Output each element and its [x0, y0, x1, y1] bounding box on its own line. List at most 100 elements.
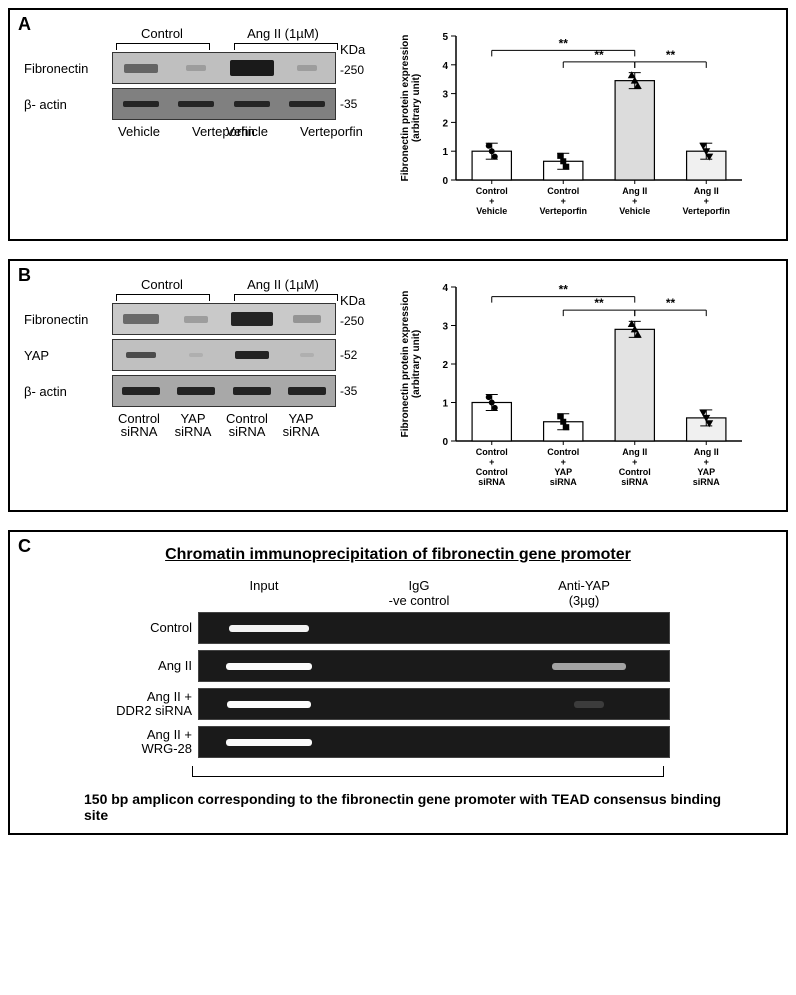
blot-lane	[280, 53, 336, 83]
cond-control: Control	[112, 277, 212, 292]
svg-text:Fibronectin protein expression: Fibronectin protein expression(arbitrary…	[400, 35, 422, 182]
chip-column-header: IgG-ve control	[334, 578, 504, 608]
svg-text:Control+Verteporfin: Control+Verteporfin	[539, 186, 587, 216]
chip-lane	[199, 689, 339, 719]
svg-text:Control+Vehicle: Control+Vehicle	[476, 186, 508, 216]
svg-text:3: 3	[442, 322, 448, 333]
chip-band	[552, 663, 626, 670]
band	[288, 387, 326, 395]
svg-text:2: 2	[442, 360, 448, 371]
kda-value: -35	[340, 384, 384, 398]
bracket	[234, 294, 338, 301]
blot-lane	[169, 53, 225, 83]
kda-value: -35	[340, 97, 384, 111]
lane-label: siRNA	[166, 424, 220, 439]
chip-lane	[339, 651, 509, 681]
kda-value: -250	[340, 314, 384, 328]
chip-row: Ang II	[64, 650, 670, 682]
chip-gel	[198, 726, 670, 758]
chip-row-label: Ang II	[64, 659, 198, 673]
kda-label: -52	[336, 348, 384, 362]
chip-gel	[198, 688, 670, 720]
panel-a-chart: 012345Fibronectin protein expression(arb…	[392, 26, 752, 226]
lane-label: Verteporfin	[300, 124, 354, 139]
kda-value: -250	[340, 63, 384, 77]
svg-text:**: **	[666, 48, 676, 62]
svg-text:1: 1	[442, 399, 448, 410]
chip-column-header: Input	[194, 578, 334, 608]
band	[184, 316, 208, 323]
chip-lane	[199, 727, 339, 757]
lane-label: Vehicle	[220, 124, 274, 139]
svg-text:**: **	[559, 36, 569, 50]
chip-gel	[198, 612, 670, 644]
svg-text:Ang II+ControlsiRNA: Ang II+ControlsiRNA	[619, 447, 651, 487]
chip-row-label: Control	[64, 621, 198, 635]
blot-lane	[113, 340, 169, 370]
blot-lane	[169, 89, 225, 119]
chip-row: Control	[64, 612, 670, 644]
chip-row: Ang II +WRG-28	[64, 726, 670, 758]
svg-text:3: 3	[442, 90, 448, 101]
svg-text:5: 5	[442, 32, 448, 43]
band	[233, 387, 271, 395]
chip-lane	[339, 613, 509, 643]
band	[123, 101, 159, 107]
band	[126, 352, 156, 358]
panel-b-chart-area: 01234Fibronectin protein expression(arbi…	[384, 271, 772, 500]
svg-text:0: 0	[442, 437, 448, 448]
chip-lane	[199, 651, 339, 681]
band	[189, 353, 203, 357]
panel-b-chart: 01234Fibronectin protein expression(arbi…	[392, 277, 752, 497]
lane-label: siRNA	[112, 424, 166, 439]
blot-protein-label: β- actin	[24, 384, 112, 399]
panel-a-row: Control Ang II (1µM) FibronectinKDa-250β…	[24, 20, 772, 229]
blot-row: Fibronectin KDa-250	[24, 303, 384, 335]
panel-a-conditions: Control Ang II (1µM)	[112, 26, 384, 41]
chip-band	[574, 701, 604, 708]
kda-label: -35	[336, 97, 384, 111]
blot-row: β- actin -35	[24, 375, 384, 407]
band	[178, 101, 214, 107]
band	[234, 101, 270, 107]
blot-protein-label: Fibronectin	[24, 312, 112, 327]
chip-column-header: Anti-YAP(3µg)	[504, 578, 664, 608]
panel-b-blot-area: Control Ang II (1µM) FibronectinKDa-250Y…	[24, 271, 384, 439]
svg-text:4: 4	[442, 61, 448, 72]
blot-lane	[280, 304, 336, 334]
panel-c-title: Chromatin immunoprecipitation of fibrone…	[24, 546, 772, 564]
blot-row: β- actin-35	[24, 88, 384, 120]
panel-a-below-labels: VehicleVerteporfinVehicleVerteporfin	[112, 124, 384, 139]
band	[297, 65, 317, 71]
blot-lane	[224, 89, 280, 119]
chip-lane	[509, 651, 669, 681]
kda-label: KDa-250	[336, 311, 384, 328]
band	[289, 101, 325, 107]
panel-c-caption: 150 bp amplicon corresponding to the fib…	[84, 791, 724, 823]
svg-text:Control+ControlsiRNA: Control+ControlsiRNA	[476, 447, 508, 487]
blot-lane	[169, 304, 225, 334]
chip-lane	[339, 689, 509, 719]
band	[230, 60, 274, 76]
chip-band	[226, 663, 312, 670]
blot-image	[112, 375, 336, 407]
svg-text:Ang II+Verteporfin: Ang II+Verteporfin	[682, 186, 730, 216]
band	[186, 65, 206, 71]
blot-image	[112, 52, 336, 84]
svg-text:Control+YAPsiRNA: Control+YAPsiRNA	[547, 447, 579, 487]
panel-b: B Control Ang II (1µM) FibronectinKDa-25…	[8, 259, 788, 512]
band	[177, 387, 215, 395]
svg-text:**: **	[594, 296, 604, 310]
blot-image	[112, 339, 336, 371]
chip-band	[226, 739, 312, 746]
chip-row-label: Ang II +WRG-28	[64, 728, 198, 757]
panel-a-label: A	[18, 14, 31, 35]
svg-text:Ang II+Vehicle: Ang II+Vehicle	[619, 186, 650, 216]
blot-lane	[280, 89, 336, 119]
svg-text:2: 2	[442, 118, 448, 129]
panel-a-chart-area: 012345Fibronectin protein expression(arb…	[384, 20, 772, 229]
band	[123, 314, 159, 324]
band	[293, 315, 321, 323]
chip-lane	[339, 727, 509, 757]
panel-b-below-labels-2: siRNAsiRNAsiRNAsiRNA	[112, 424, 384, 439]
